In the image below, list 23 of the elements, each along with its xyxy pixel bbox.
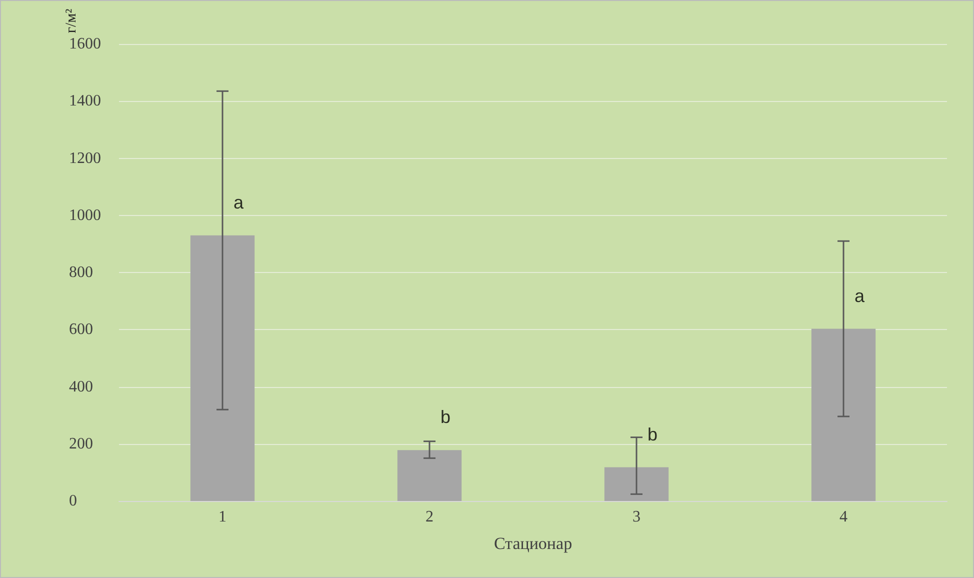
x-tick-label: 3 [632, 508, 640, 526]
y-axis-title: г/м² [64, 8, 80, 34]
x-tick-label: 2 [426, 508, 434, 526]
annotation: b [648, 424, 658, 444]
y-tick-label: 0 [69, 492, 77, 510]
y-tick-label: 1200 [69, 150, 101, 167]
bar [604, 467, 669, 501]
annotation: a [854, 286, 866, 306]
y-tick-label: 600 [69, 321, 93, 338]
bar [811, 328, 876, 501]
x-tick-label: 4 [840, 508, 848, 526]
bar [397, 450, 462, 501]
y-tick-label: 1000 [69, 206, 101, 224]
x-axis-title: Стационар [494, 534, 572, 553]
annotation: a [234, 192, 244, 212]
y-tick-label: 400 [69, 378, 93, 396]
x-tick-label: 1 [218, 508, 226, 526]
y-tick-label: 1400 [69, 92, 101, 110]
annotation: b [440, 407, 451, 428]
y-tick-label: 1600 [69, 36, 101, 52]
y-tick-label: 200 [69, 435, 93, 452]
bar [190, 235, 255, 501]
y-tick-label: 800 [69, 264, 93, 281]
